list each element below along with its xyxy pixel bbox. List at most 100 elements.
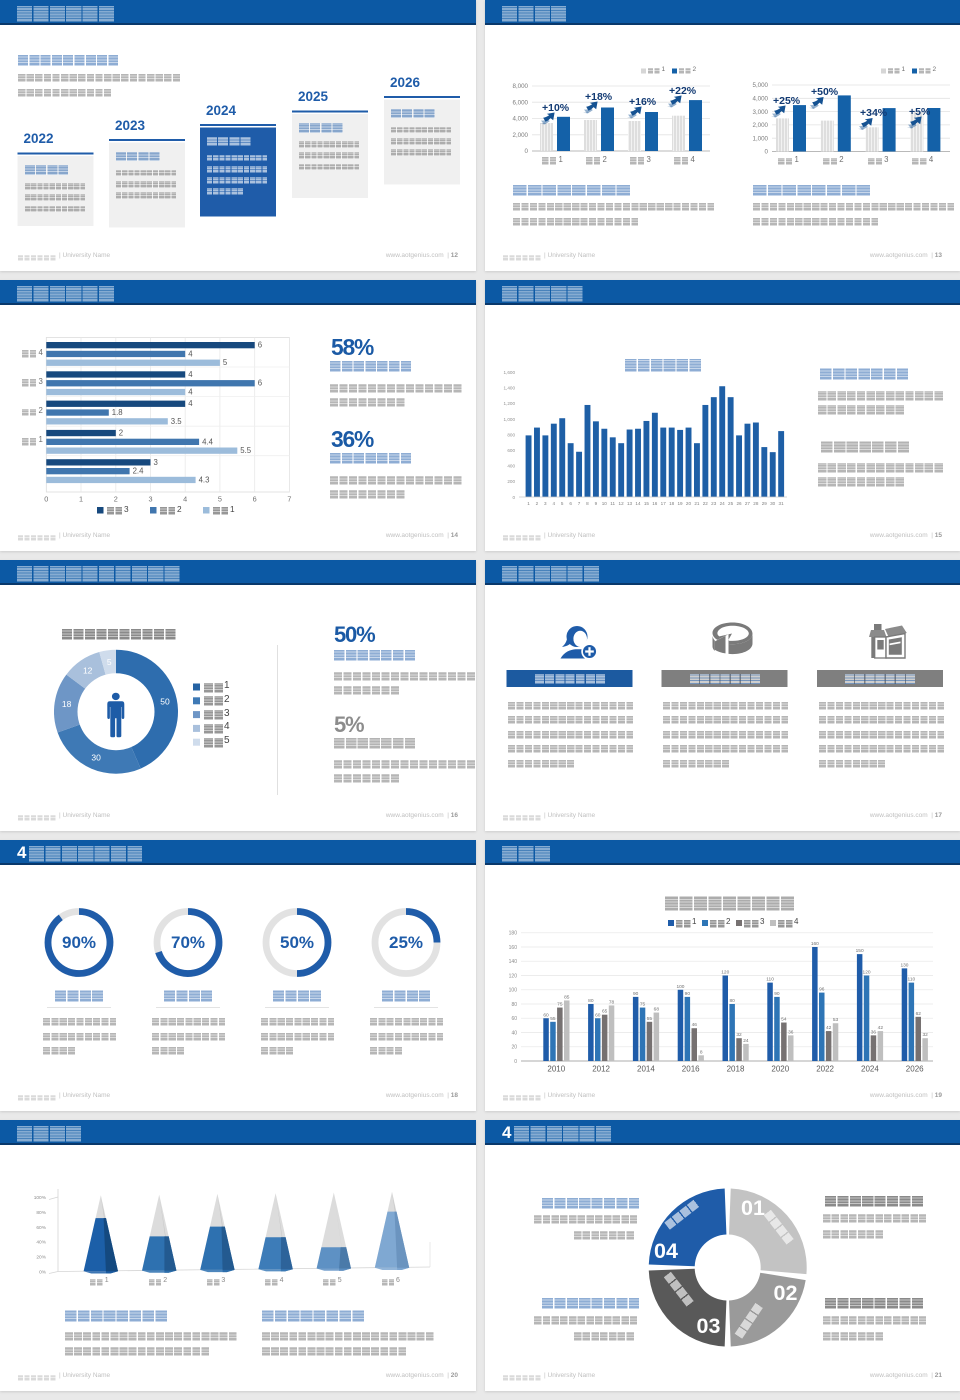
svg-text:120: 120 xyxy=(863,970,871,976)
svg-text:2016: 2016 xyxy=(682,1065,700,1074)
svg-text:4: 4 xyxy=(188,349,193,358)
svg-text:23: 23 xyxy=(711,501,717,506)
svg-text:1,200: 1,200 xyxy=(504,401,516,406)
svg-text:7: 7 xyxy=(287,495,291,504)
svg-text:1: 1 xyxy=(79,495,83,504)
svg-text:1,600: 1,600 xyxy=(504,370,516,375)
svg-text:68: 68 xyxy=(654,1007,660,1013)
svg-text:90: 90 xyxy=(774,991,780,997)
svg-text:8: 8 xyxy=(586,501,589,506)
svg-text:160: 160 xyxy=(811,941,819,947)
svg-text:5.5: 5.5 xyxy=(240,446,252,455)
svg-text:3: 3 xyxy=(148,495,152,504)
svg-text:4,000: 4,000 xyxy=(753,96,769,103)
svg-text:90: 90 xyxy=(633,991,639,997)
svg-text:4.3: 4.3 xyxy=(199,475,210,484)
svg-text:60: 60 xyxy=(511,1016,517,1022)
svg-text:2: 2 xyxy=(114,495,118,504)
svg-text:2020: 2020 xyxy=(771,1065,789,1074)
svg-text:100%: 100% xyxy=(34,1195,47,1201)
svg-text:2026: 2026 xyxy=(906,1065,924,1074)
svg-text:3: 3 xyxy=(544,501,547,506)
svg-text:20: 20 xyxy=(511,1045,517,1051)
svg-text:80: 80 xyxy=(729,998,735,1004)
svg-text:3.5: 3.5 xyxy=(171,417,183,426)
svg-text:4: 4 xyxy=(188,399,193,408)
svg-text:24: 24 xyxy=(720,501,726,506)
svg-text:4: 4 xyxy=(183,495,187,504)
svg-text:50: 50 xyxy=(160,697,170,707)
svg-text:1,000: 1,000 xyxy=(753,135,769,142)
svg-text:1,400: 1,400 xyxy=(504,386,516,391)
svg-text:2,000: 2,000 xyxy=(513,132,529,139)
svg-text:12: 12 xyxy=(83,666,93,676)
svg-text:2.4: 2.4 xyxy=(133,467,145,476)
svg-text:31: 31 xyxy=(779,501,785,506)
svg-text:60: 60 xyxy=(595,1012,601,1018)
svg-text:2018: 2018 xyxy=(727,1065,745,1074)
svg-text:30: 30 xyxy=(770,501,776,506)
svg-text:110: 110 xyxy=(908,977,916,983)
svg-text:120: 120 xyxy=(509,973,518,979)
svg-text:62: 62 xyxy=(916,1011,922,1017)
svg-text:6: 6 xyxy=(258,341,262,350)
svg-text:55: 55 xyxy=(550,1016,556,1022)
svg-text:100: 100 xyxy=(509,988,518,994)
svg-text:2024: 2024 xyxy=(861,1065,879,1074)
svg-text:6,000: 6,000 xyxy=(513,100,529,107)
svg-text:65: 65 xyxy=(602,1009,608,1015)
svg-text:80: 80 xyxy=(511,1002,517,1008)
svg-text:80: 80 xyxy=(588,998,594,1004)
svg-text:60: 60 xyxy=(543,1012,549,1018)
svg-text:9: 9 xyxy=(595,501,598,506)
svg-text:2: 2 xyxy=(536,501,539,506)
svg-text:140: 140 xyxy=(509,959,518,965)
svg-text:5: 5 xyxy=(561,501,564,506)
svg-text:2014: 2014 xyxy=(637,1065,655,1074)
svg-text:150: 150 xyxy=(856,948,864,954)
svg-text:180: 180 xyxy=(509,931,518,937)
svg-text:22: 22 xyxy=(703,501,709,506)
svg-text:6: 6 xyxy=(569,501,572,506)
svg-text:6: 6 xyxy=(258,379,262,388)
svg-text:6: 6 xyxy=(253,495,257,504)
svg-text:18: 18 xyxy=(669,501,675,506)
svg-text:8: 8 xyxy=(700,1049,703,1055)
svg-text:42: 42 xyxy=(878,1025,884,1031)
svg-text:800: 800 xyxy=(507,432,515,437)
svg-text:75: 75 xyxy=(557,1002,563,1008)
svg-text:2,000: 2,000 xyxy=(753,122,769,129)
svg-text:110: 110 xyxy=(766,977,774,983)
svg-text:28: 28 xyxy=(753,501,759,506)
svg-text:26: 26 xyxy=(736,501,742,506)
svg-text:0: 0 xyxy=(514,1059,517,1065)
svg-text:400: 400 xyxy=(507,464,515,469)
svg-text:85: 85 xyxy=(564,994,570,1000)
svg-text:5: 5 xyxy=(218,495,222,504)
svg-text:80%: 80% xyxy=(36,1210,46,1216)
svg-text:4,000: 4,000 xyxy=(513,116,529,123)
svg-text:75: 75 xyxy=(640,1002,646,1008)
svg-text:21: 21 xyxy=(694,501,700,506)
svg-text:40: 40 xyxy=(511,1030,517,1036)
svg-text:2022: 2022 xyxy=(816,1065,834,1074)
svg-text:8,000: 8,000 xyxy=(513,83,529,90)
svg-text:2: 2 xyxy=(119,429,123,438)
svg-text:130: 130 xyxy=(900,962,908,968)
svg-text:36: 36 xyxy=(871,1029,877,1035)
svg-text:17: 17 xyxy=(661,501,667,506)
svg-text:90: 90 xyxy=(685,991,691,997)
svg-text:0%: 0% xyxy=(39,1270,47,1276)
svg-text:10: 10 xyxy=(602,501,608,506)
svg-text:14: 14 xyxy=(635,501,641,506)
svg-text:2012: 2012 xyxy=(592,1065,610,1074)
svg-text:42: 42 xyxy=(826,1025,832,1031)
svg-text:15: 15 xyxy=(644,501,650,506)
svg-text:46: 46 xyxy=(692,1022,698,1028)
svg-text:11: 11 xyxy=(610,501,615,506)
svg-text:36: 36 xyxy=(788,1029,794,1035)
svg-text:600: 600 xyxy=(507,448,515,453)
svg-text:19: 19 xyxy=(677,501,683,506)
svg-text:96: 96 xyxy=(819,987,825,993)
svg-text:0: 0 xyxy=(525,148,529,155)
